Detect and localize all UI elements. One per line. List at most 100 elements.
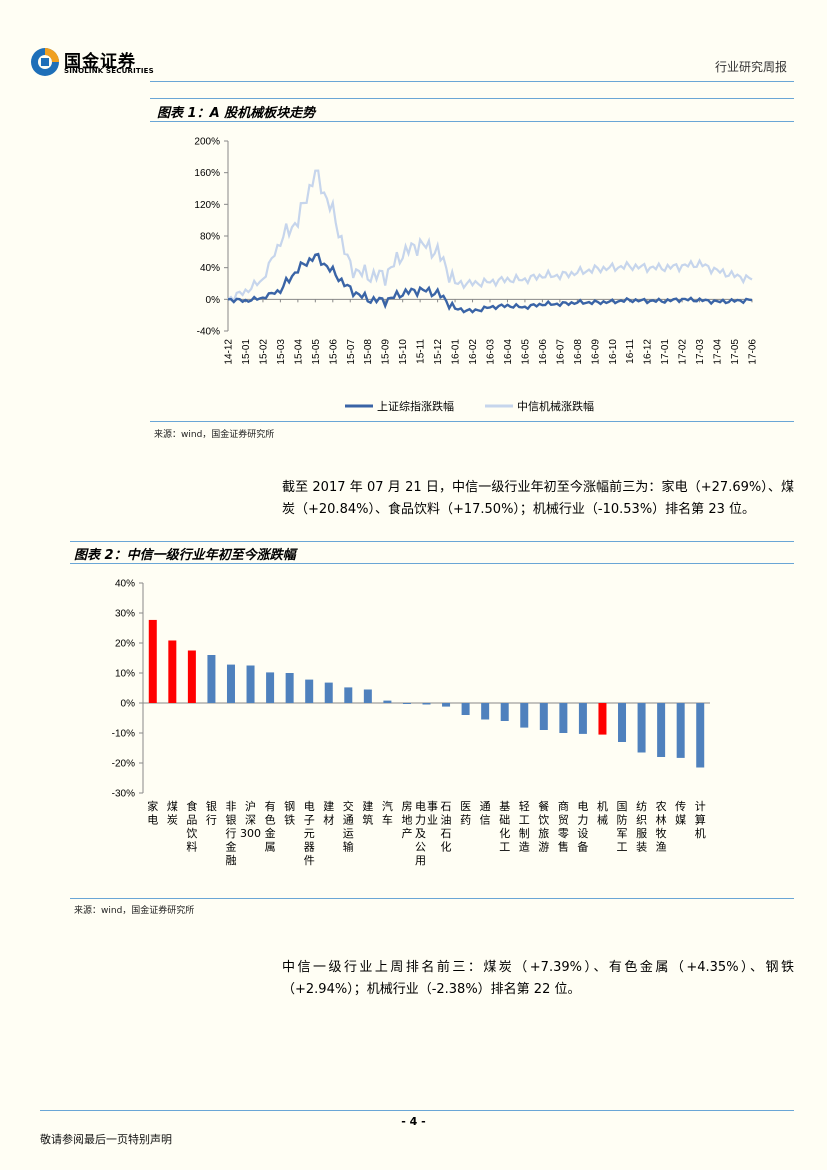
fig1-y-tick-label: 200% (194, 137, 220, 148)
fig1-x-tick-label: 16-10 (608, 339, 619, 365)
fig2-category-label: 机械 (597, 799, 608, 827)
fig2-bar-19 (520, 703, 529, 728)
fig1-x-tick-label: 17-02 (678, 339, 689, 365)
fig2-source: 来源：wind，国金证券研究所 (74, 906, 195, 916)
report-type: 行业研究周报 (714, 60, 787, 74)
fig2-y-tick-label: 30% (115, 609, 135, 620)
fig1-bottom-rule (150, 421, 794, 422)
fig1-x-tick-label: 15-06 (328, 339, 339, 365)
fig2-caption-rule (70, 563, 794, 564)
fig2-category-label: 计算机 (695, 800, 706, 840)
fig1-x-tick-label: 16-07 (555, 339, 566, 365)
fig1-top-rule (150, 98, 794, 99)
fig2-y-tick-label: 0% (121, 699, 136, 710)
fig2-bar-7 (285, 673, 294, 703)
fig2-y-tick-label: 20% (115, 639, 135, 650)
fig2-category-label: 纺织服装 (636, 799, 647, 854)
fig2-category-label: 汽车 (382, 799, 393, 827)
fig2-bar-0 (148, 619, 157, 703)
fig1-legend-label: 上证综指涨跌幅 (377, 399, 454, 413)
fig2-category-label: 建筑 (362, 799, 373, 827)
fig1-x-tick-label: 17-03 (695, 339, 706, 365)
fig1-x-tick-label: 16-12 (643, 339, 654, 365)
footer-rule (40, 1110, 794, 1111)
fig1-x-tick-label: 15-05 (311, 339, 322, 365)
logo-chinese-name: 国金证券 (64, 52, 136, 72)
fig1-caption: 图表 1：A 股机械板块走势 (157, 106, 316, 121)
logo-english-name: SINOLINK SECURITIES (64, 67, 154, 75)
fig2-category-label: 家电 (147, 799, 158, 827)
fig2-bar-15 (442, 703, 451, 707)
fig2-category-label: 通信 (480, 800, 491, 827)
fig2-bottom-rule (70, 898, 794, 899)
fig2-bar-16 (461, 703, 470, 715)
fig2-category-label: 煤炭 (167, 800, 178, 827)
fig2-category-label: 房地产 (401, 800, 412, 840)
fig2-y-tick-label: -10% (112, 729, 135, 740)
fig2-category-label: 石油石化 (441, 800, 452, 854)
fig2-bar-25 (637, 703, 646, 753)
fig2-bar-chart: 40% 30% 20% 10% 0% -10% -20% -30% 家电煤炭食品饮料银行非银行金… (112, 579, 710, 867)
fig2-category-label: 银行 (206, 799, 217, 827)
fig1-y-tick-label: 160% (194, 168, 220, 179)
fig1-x-tick-label: 16-11 (625, 339, 636, 364)
fig1-series-line-0 (227, 252, 753, 314)
fig1-x-tick-label: 16-09 (590, 339, 601, 365)
fig1-y-tick-label: 0% (206, 295, 221, 306)
fig1-x-tick-label: 17-04 (713, 339, 724, 365)
fig1-line-chart: 200% 160% 120% 80% 40% 0% -40% 14-12 15-01 15-02 1… (194, 137, 758, 414)
fig1-x-tick-label: 16-02 (468, 339, 479, 365)
fig1-y-tick-label: -40% (197, 327, 220, 338)
fig2-bar-5 (246, 665, 255, 703)
fig1-x-tick-label: 15-12 (433, 339, 444, 365)
fig2-category-label: 商贸零售 (558, 799, 569, 854)
fig1-caption-rule (150, 121, 794, 122)
fig2-category-label: 交通运输 (343, 799, 354, 854)
fig2-bar-11 (363, 689, 372, 703)
fig2-bar-3 (207, 655, 216, 703)
fig2-bar-4 (226, 664, 235, 703)
fig2-category-label: 医药 (460, 800, 471, 827)
fig1-x-tick-label: 17-01 (660, 339, 671, 365)
disclaimer: 敬请参阅最后一页特别声明 (40, 1133, 172, 1146)
fig1-x-tick-label: 15-08 (363, 339, 374, 365)
fig2-category-label: 传媒 (675, 800, 686, 827)
fig2-y-tick-label: 40% (115, 579, 135, 590)
fig2-category-label: 食品饮料 (186, 799, 197, 854)
fig2-category-label: 电子元器件 (304, 800, 315, 867)
fig2-category-label: 有色金属 (265, 799, 276, 854)
fig2-bar-1 (168, 640, 177, 703)
fig2-bar-26 (657, 703, 666, 757)
fig2-category-label: 餐饮旅游 (538, 799, 549, 854)
fig2-category-label: 农林牧渔 (656, 799, 667, 854)
fig1-x-tick-label: 16-04 (503, 339, 514, 365)
fig2-category-label: 沪深 300 (240, 799, 261, 840)
fig2-y-tick-label: -30% (112, 789, 135, 800)
fig1-legend-label: 中信机械涨跌幅 (517, 399, 594, 413)
fig1-x-tick-label: 15-09 (381, 339, 392, 365)
fig1-x-tick-label: 15-02 (258, 339, 269, 365)
fig1-x-tick-label: 16-05 (520, 339, 531, 365)
fig2-y-tick-label: -20% (112, 759, 135, 770)
fig2-bar-20 (539, 703, 548, 730)
paragraph-weekly: 中信一级行业上周排名前三：煤炭（+7.39%）、有色金属（+4.35%）、钢铁（… (282, 960, 794, 997)
fig2-bar-28 (696, 703, 705, 768)
fig2-bar-9 (324, 682, 333, 703)
fig2-bar-13 (402, 703, 411, 704)
fig2-caption: 图表 2：中信一级行业年初至今涨跌幅 (74, 548, 296, 563)
fig2-category-label: 国防军工 (617, 800, 628, 854)
fig2-bar-2 (187, 650, 196, 703)
fig1-y-tick-label: 80% (200, 232, 220, 243)
fig1-x-tick-label: 17-05 (730, 339, 741, 365)
fig2-bar-24 (618, 703, 627, 742)
fig2-bar-8 (305, 679, 314, 703)
fig2-y-tick-label: 10% (115, 669, 135, 680)
fig1-source: 来源：wind，国金证券研究所 (154, 430, 275, 440)
fig1-x-tick-label: 16-08 (573, 339, 584, 365)
fig2-bar-14 (422, 703, 431, 705)
fig2-bar-18 (500, 703, 509, 721)
fig2-category-label: 钢铁 (284, 800, 295, 827)
fig2-bar-22 (578, 703, 587, 734)
header-rule (150, 81, 794, 82)
fig2-category-label: 轻工制造 (519, 799, 530, 854)
